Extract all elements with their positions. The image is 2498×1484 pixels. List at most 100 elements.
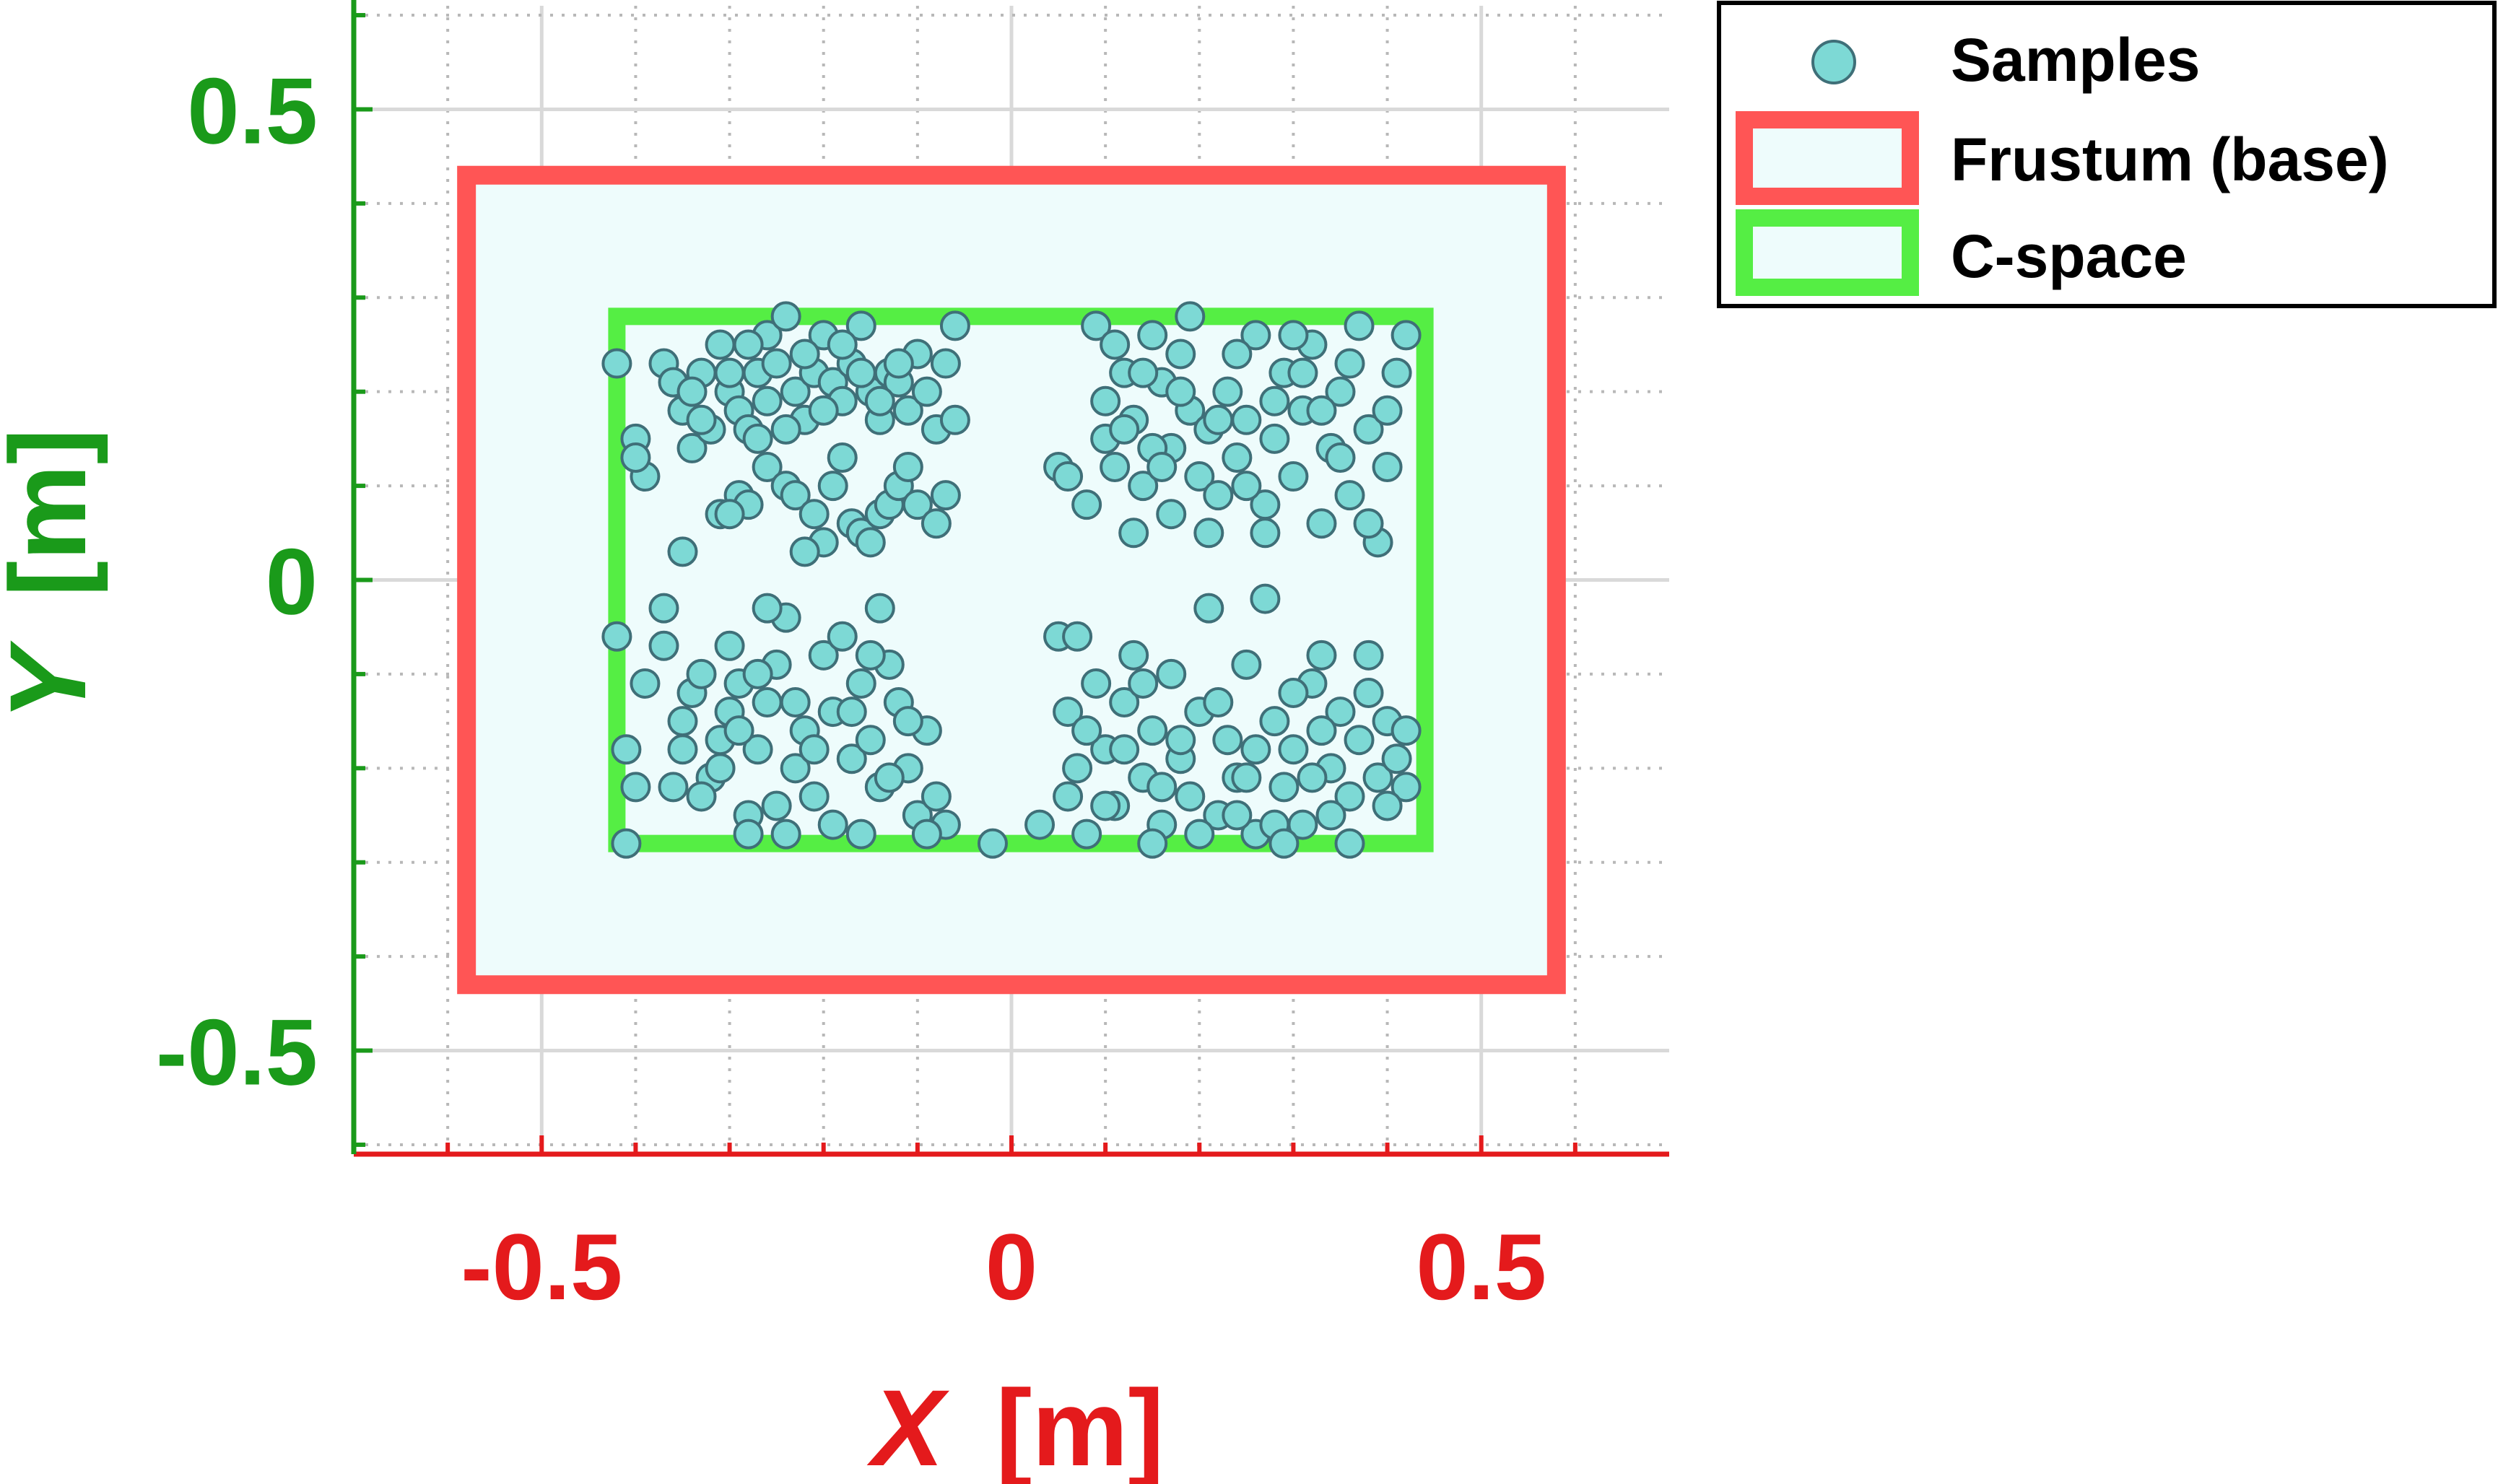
sample-point bbox=[1071, 489, 1102, 520]
sample-point bbox=[1090, 385, 1121, 416]
sample-point bbox=[1268, 772, 1300, 803]
sample-point bbox=[1081, 668, 1112, 699]
legend-samples-label: Samples bbox=[1951, 26, 2201, 94]
sample-point bbox=[845, 668, 876, 699]
sample-point bbox=[930, 348, 961, 379]
sample-point bbox=[817, 471, 848, 502]
sample-point bbox=[752, 687, 783, 718]
sample-point bbox=[723, 715, 754, 746]
y-tick-label: 0 bbox=[266, 529, 318, 634]
sample-point bbox=[620, 442, 651, 473]
sample-point bbox=[1024, 809, 1056, 840]
sample-point bbox=[921, 508, 952, 539]
sample-point bbox=[1391, 772, 1422, 803]
sample-point bbox=[1231, 471, 1262, 502]
sample-point bbox=[921, 781, 952, 812]
sample-point bbox=[1353, 414, 1384, 445]
y-axis-label: Y [m] bbox=[0, 428, 108, 720]
sample-point bbox=[1165, 376, 1196, 407]
sample-point bbox=[892, 452, 923, 483]
legend-frustum-label: Frustum (base) bbox=[1951, 126, 2389, 193]
sample-point bbox=[1231, 762, 1262, 793]
sample-point bbox=[1128, 471, 1159, 502]
sample-point bbox=[808, 395, 839, 426]
sample-point bbox=[864, 593, 895, 624]
x-axis-unit: [m] bbox=[996, 1367, 1164, 1484]
sample-point bbox=[1259, 706, 1290, 737]
sample-point bbox=[892, 395, 923, 426]
sample-point bbox=[658, 772, 689, 803]
sample-point bbox=[789, 536, 820, 567]
sample-point bbox=[1222, 800, 1253, 831]
sample-point bbox=[911, 376, 942, 407]
legend-entry-cspace: C-space bbox=[1736, 209, 2187, 296]
sample-point bbox=[855, 725, 886, 756]
sample-point bbox=[1137, 828, 1168, 859]
sample-point bbox=[1222, 339, 1253, 370]
sample-point bbox=[1109, 414, 1140, 445]
sample-point bbox=[1128, 668, 1159, 699]
sample-point bbox=[780, 480, 811, 511]
sample-point bbox=[1372, 790, 1403, 821]
sample-point bbox=[1287, 357, 1318, 388]
sample-point bbox=[902, 489, 933, 520]
sample-point bbox=[1053, 461, 1084, 492]
sample-point bbox=[798, 499, 830, 530]
sample-point bbox=[620, 772, 651, 803]
sample-point bbox=[977, 828, 1008, 859]
sample-point bbox=[742, 658, 773, 689]
sample-point bbox=[1278, 461, 1309, 492]
axis-ticks bbox=[354, 13, 1577, 1154]
sample-point bbox=[1325, 442, 1356, 473]
sample-point bbox=[836, 697, 867, 728]
sample-point bbox=[1306, 508, 1337, 539]
sample-point bbox=[648, 630, 679, 661]
sample-point bbox=[1053, 781, 1084, 812]
legend: Samples Frustum (base) C-space bbox=[1717, 1, 2497, 308]
sample-point bbox=[611, 828, 642, 859]
legend-entry-frustum: Frustum (base) bbox=[1736, 111, 2389, 205]
sample-point bbox=[1146, 772, 1178, 803]
sample-point bbox=[1109, 734, 1140, 765]
sample-point bbox=[742, 734, 773, 765]
legend-entry-samples: Samples bbox=[1811, 26, 2201, 94]
sample-point bbox=[1325, 697, 1356, 728]
sample-point bbox=[1193, 518, 1224, 549]
sample-point bbox=[1306, 640, 1337, 671]
sample-point bbox=[761, 790, 792, 821]
sample-point bbox=[1278, 320, 1309, 351]
sample-point bbox=[1297, 762, 1328, 793]
sample-point bbox=[601, 348, 632, 379]
sample-point bbox=[686, 404, 717, 435]
sample-point bbox=[1165, 339, 1196, 370]
sample-point bbox=[676, 376, 708, 407]
sample-point bbox=[798, 781, 830, 812]
sample-point bbox=[714, 630, 745, 661]
sample-point bbox=[939, 310, 970, 341]
sample-point bbox=[1184, 819, 1215, 850]
sample-point bbox=[883, 348, 914, 379]
sample-point bbox=[1212, 376, 1243, 407]
x-tick-label: 0.5 bbox=[1416, 1214, 1546, 1319]
sample-point bbox=[874, 762, 905, 793]
sample-point bbox=[611, 734, 642, 765]
sample-point bbox=[845, 310, 876, 341]
sample-point bbox=[1203, 404, 1234, 435]
sample-point bbox=[630, 668, 661, 699]
sample-point bbox=[714, 499, 745, 530]
sample-point bbox=[1062, 753, 1093, 784]
sample-point bbox=[780, 376, 811, 407]
x-tick-label: 0 bbox=[985, 1214, 1037, 1319]
sample-point bbox=[1071, 715, 1102, 746]
sample-point bbox=[1391, 715, 1422, 746]
legend-cspace-label: C-space bbox=[1951, 222, 2187, 290]
sample-point bbox=[1109, 687, 1140, 718]
sample-point bbox=[845, 819, 876, 850]
sample-point bbox=[1268, 828, 1300, 859]
sample-point bbox=[1203, 687, 1234, 718]
legend-samples-marker bbox=[1811, 40, 1856, 84]
sample-point bbox=[770, 819, 801, 850]
sample-point bbox=[1334, 480, 1365, 511]
sample-point bbox=[667, 706, 698, 737]
